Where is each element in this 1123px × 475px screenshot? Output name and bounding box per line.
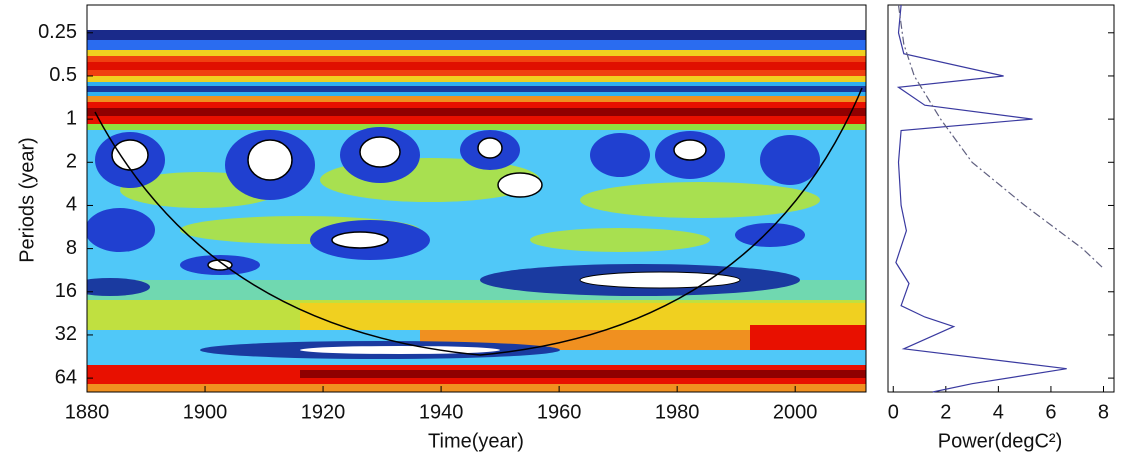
y-tick-label: 0.25 [38,21,77,43]
x-tick-label: 8 [1098,401,1109,423]
significance-line [897,4,1104,269]
y-tick-label: 2 [66,151,77,173]
x-tick-label: 4 [993,401,1004,423]
y-axis-label: Periods (year) [16,137,38,263]
y-tick-label: 0.5 [49,64,77,86]
global-spectrum-line [895,4,1067,393]
x-tick-label: 2000 [773,401,818,423]
wavelet-field [87,5,866,392]
y-tick-label: 1 [66,107,77,129]
x-tick-label: 1900 [183,401,228,423]
y-tick-label: 8 [66,237,77,259]
x-tick-label: 6 [1045,401,1056,423]
plot-frame [86,4,867,393]
x-axis-label: Time(year) [428,430,524,452]
x-tick-label: 0 [888,401,899,423]
plot-frame [887,4,1115,393]
x-tick-label: 1940 [419,401,464,423]
y-tick-label: 16 [55,280,77,302]
x-tick-label: 1960 [537,401,582,423]
y-tick-label: 4 [66,194,77,216]
x-tick-label: 1920 [301,401,346,423]
y-tick-label: 64 [55,366,77,388]
y-tick-label: 32 [55,323,77,345]
x-tick-label: 1980 [655,401,700,423]
x-axis-label: Power(degC²) [938,430,1062,452]
x-tick-label: 2 [940,401,951,423]
x-tick-label: 1880 [65,401,110,423]
